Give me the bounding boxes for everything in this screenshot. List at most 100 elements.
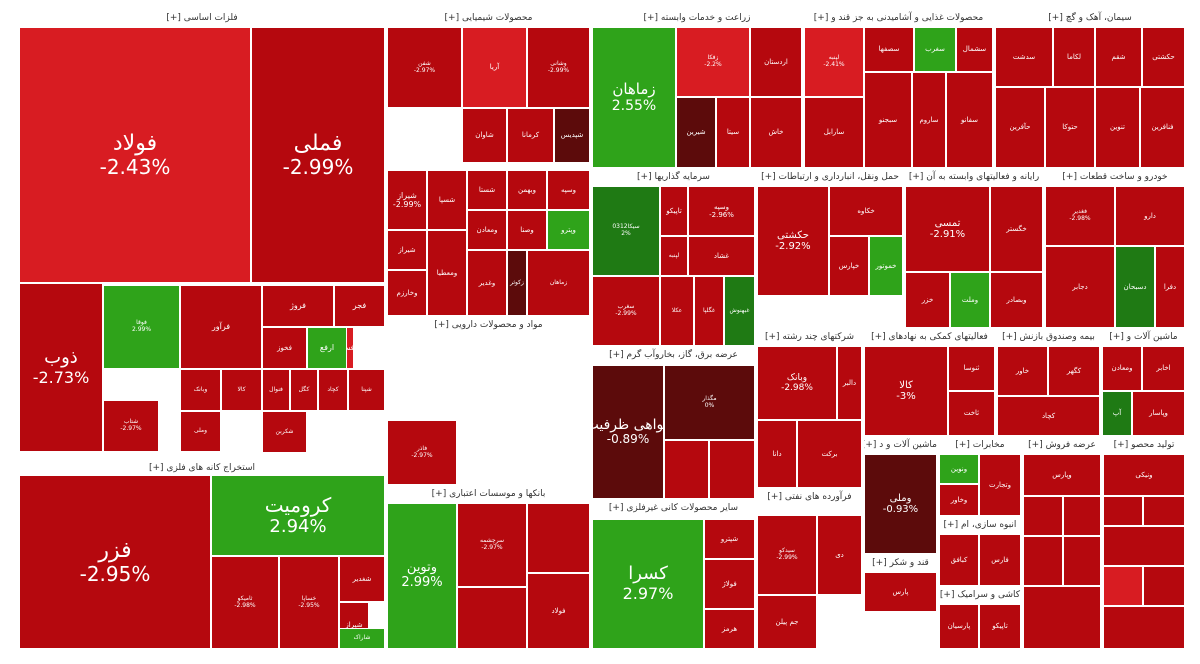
- tile-10[interactable]: تمسی -2.91%: [905, 186, 990, 272]
- tile-27[interactable]: فاذر -2.97%: [387, 420, 457, 485]
- tile-small[interactable]: شپنا: [348, 369, 385, 411]
- tile-small[interactable]: دی: [817, 515, 862, 595]
- tile-small[interactable]: [457, 587, 527, 649]
- sector-header[interactable]: سرمایه گذاریها [+]: [592, 168, 755, 186]
- tile-small[interactable]: خکاوه: [829, 186, 903, 236]
- sector-header[interactable]: مخابرات [+]: [939, 436, 1021, 454]
- tile-29[interactable]: خساپا -2.95%: [279, 556, 339, 649]
- tile-small[interactable]: سغرب: [914, 27, 956, 72]
- tile-small[interactable]: لکاما: [1053, 27, 1095, 87]
- tile-small[interactable]: وتجارت: [979, 454, 1021, 516]
- tile-small[interactable]: سدشت: [995, 27, 1053, 87]
- tile-small[interactable]: وسپه: [547, 170, 590, 210]
- tile-18[interactable]: مگذار 0%: [664, 365, 755, 440]
- tile-small[interactable]: [1023, 536, 1063, 586]
- tile-small[interactable]: لپنبه: [660, 236, 688, 276]
- tile-small[interactable]: فنوال: [262, 369, 290, 411]
- tile-small[interactable]: وبانک: [180, 369, 221, 411]
- tile-small[interactable]: کگل: [290, 369, 318, 411]
- tile-small[interactable]: [709, 440, 755, 499]
- tile-small[interactable]: [1063, 536, 1101, 586]
- tile-small[interactable]: فولاد: [527, 573, 590, 649]
- sector-header[interactable]: تولید محصو [+]: [1103, 436, 1185, 454]
- tile-small[interactable]: وخاور: [939, 484, 979, 516]
- tile-17[interactable]: زفکا -2.2%: [676, 27, 750, 97]
- sector-header[interactable]: شرکتهای چند رشته [+]: [757, 328, 862, 346]
- sector-header[interactable]: ماشین آلات و [+]: [1102, 328, 1185, 346]
- tile-0[interactable]: فولاد -2.43%: [19, 27, 251, 283]
- tile-small[interactable]: وپاسار: [1132, 391, 1185, 436]
- tile-small[interactable]: [1023, 586, 1101, 649]
- sector-header[interactable]: عرضه برق، گاز، بخاروآب گرم [+]: [592, 346, 755, 364]
- tile-small[interactable]: [1103, 606, 1185, 649]
- tile-small[interactable]: اردستان: [750, 27, 802, 97]
- sector-header[interactable]: سیمان، آهک و گچ [+]: [995, 9, 1185, 27]
- sector-header[interactable]: مواد و محصولات دارویی [+]: [387, 316, 590, 334]
- tile-small[interactable]: کگهر: [1048, 346, 1100, 396]
- tile-2[interactable]: ذوب -2.73%: [19, 283, 103, 452]
- tile-small[interactable]: کچاد: [318, 369, 348, 411]
- tile-22[interactable]: سیکا0312 2%: [592, 186, 660, 276]
- sector-header[interactable]: محصولات شیمیایی [+]: [387, 9, 590, 27]
- sector-header[interactable]: رایانه و فعالیتهای وابسته به آن [+]: [905, 168, 1043, 186]
- tile-small[interactable]: شاوان: [462, 108, 507, 163]
- tile-small[interactable]: دجابر: [1045, 246, 1115, 328]
- tile-19[interactable]: ثامیکو -2.98%: [211, 556, 279, 649]
- tile-small[interactable]: دالبر: [837, 346, 862, 420]
- tile-small[interactable]: خموتور: [869, 236, 903, 296]
- tile-small[interactable]: وپترو: [547, 210, 590, 250]
- tile-small[interactable]: تاپیکو: [979, 604, 1021, 649]
- tile-small[interactable]: ارفع: [307, 327, 347, 369]
- tile-8[interactable]: وتوین 2.99%: [387, 503, 457, 649]
- tile-small[interactable]: دارو: [1115, 186, 1185, 246]
- tile-small[interactable]: وخارزم: [387, 270, 427, 316]
- tile-4[interactable]: کرومیت 2.94%: [211, 475, 385, 556]
- sector-header[interactable]: عرضه فروش [+]: [1023, 436, 1101, 454]
- sector-header[interactable]: قند و شکر [+]: [864, 554, 937, 572]
- tile-small[interactable]: وغدیر: [467, 250, 507, 316]
- tile-23[interactable]: سغرب -2.99%: [592, 276, 660, 346]
- tile-1[interactable]: فملی -2.99%: [251, 27, 385, 283]
- sector-header[interactable]: حمل ونقل، انبارداری و ارتباطات [+]: [757, 168, 903, 186]
- sector-header[interactable]: استخراج کانه های فلزی [+]: [19, 459, 385, 477]
- tile-small[interactable]: فخوز: [262, 327, 307, 369]
- tile-small[interactable]: خپارس: [829, 236, 869, 296]
- tile-small[interactable]: زماهان: [527, 250, 590, 316]
- tile-small[interactable]: تاپیکو: [660, 186, 688, 236]
- tile-21[interactable]: وسپه -2.96%: [688, 186, 755, 236]
- sector-header[interactable]: انبوه سازی، ام [+]: [939, 516, 1021, 534]
- tile-small[interactable]: [1143, 496, 1185, 526]
- tile-small[interactable]: پارسیان: [939, 604, 979, 649]
- tile-small[interactable]: ومعطیا: [427, 230, 467, 316]
- tile-small[interactable]: غشاد: [688, 236, 755, 276]
- tile-small[interactable]: آریا: [462, 27, 527, 108]
- tile-small[interactable]: وپارس: [1023, 454, 1101, 496]
- tile-small[interactable]: خاش: [750, 97, 802, 168]
- tile-small[interactable]: فارس: [979, 534, 1021, 586]
- tile-9[interactable]: حکشتی -2.92%: [757, 186, 829, 296]
- tile-small[interactable]: شاراک: [339, 628, 385, 649]
- tile-small[interactable]: وبصادر: [990, 272, 1043, 328]
- tile-small[interactable]: برکت: [797, 420, 862, 488]
- tile-small[interactable]: دفرا: [1155, 246, 1185, 328]
- tile-small[interactable]: [1143, 566, 1185, 606]
- tile-small[interactable]: حآفرین: [995, 87, 1045, 168]
- tile-small[interactable]: فولاژ: [704, 559, 755, 609]
- tile-small[interactable]: عکلا: [660, 276, 694, 346]
- tile-small[interactable]: سارابل: [804, 97, 864, 168]
- tile-small[interactable]: خزر: [905, 272, 950, 328]
- tile-small[interactable]: ونوین: [939, 454, 979, 484]
- tile-small[interactable]: [1063, 496, 1101, 536]
- tile-small[interactable]: [527, 503, 590, 573]
- tile-small[interactable]: سفانو: [946, 72, 993, 168]
- tile-small[interactable]: وبهمن: [507, 170, 547, 210]
- tile-small[interactable]: شپترو: [704, 519, 755, 559]
- tile-small[interactable]: شسپا: [427, 170, 467, 230]
- tile-small[interactable]: سصفها: [864, 27, 914, 72]
- tile-small[interactable]: شپدیس: [554, 108, 590, 163]
- tile-small[interactable]: سبجنو: [864, 72, 912, 168]
- tile-small[interactable]: [664, 440, 709, 499]
- sector-header[interactable]: فرآورده های نفتی [+]: [757, 488, 862, 506]
- tile-small[interactable]: کچاد: [997, 396, 1100, 436]
- tile-small[interactable]: غبهنوش: [724, 276, 755, 346]
